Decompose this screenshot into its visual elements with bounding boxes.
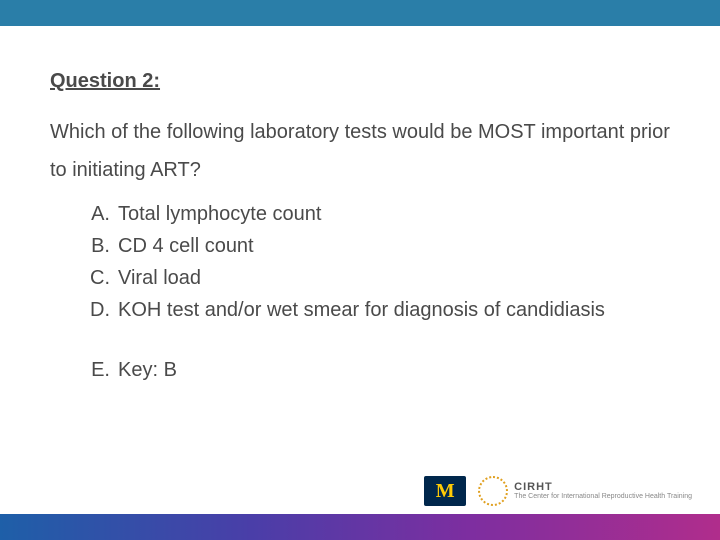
cirht-circle-icon	[478, 476, 508, 506]
question-title: Question 2:	[50, 70, 670, 93]
option-c: C. Viral load	[86, 263, 670, 293]
option-letter: A.	[86, 199, 118, 229]
slide-content: Question 2: Which of the following labor…	[50, 70, 670, 387]
option-a: A. Total lymphocyte count	[86, 199, 670, 229]
answer-key-text: Key: B	[118, 355, 670, 385]
option-d: D. KOH test and/or wet smear for diagnos…	[86, 295, 670, 325]
options-list: A. Total lymphocyte count B. CD 4 cell c…	[86, 199, 670, 385]
question-stem: Which of the following laboratory tests …	[50, 113, 670, 189]
option-letter: B.	[86, 231, 118, 261]
footer-logos: M CIRHT The Center for International Rep…	[424, 476, 692, 506]
option-letter: E.	[86, 355, 118, 385]
option-text: Total lymphocyte count	[118, 199, 670, 229]
option-text: KOH test and/or wet smear for diagnosis …	[118, 295, 670, 325]
cirht-subtitle: The Center for International Reproductiv…	[514, 493, 692, 501]
cirht-title: CIRHT	[514, 481, 692, 493]
answer-key-row: E. Key: B	[86, 355, 670, 385]
option-b: B. CD 4 cell count	[86, 231, 670, 261]
umich-logo: M	[424, 476, 466, 506]
cirht-logo: CIRHT The Center for International Repro…	[478, 476, 692, 506]
option-letter: C.	[86, 263, 118, 293]
bottom-gradient-bar	[0, 514, 720, 540]
option-text: CD 4 cell count	[118, 231, 670, 261]
umich-logo-letter: M	[436, 480, 455, 503]
option-text: Viral load	[118, 263, 670, 293]
option-letter: D.	[86, 295, 118, 325]
top-accent-bar	[0, 0, 720, 26]
